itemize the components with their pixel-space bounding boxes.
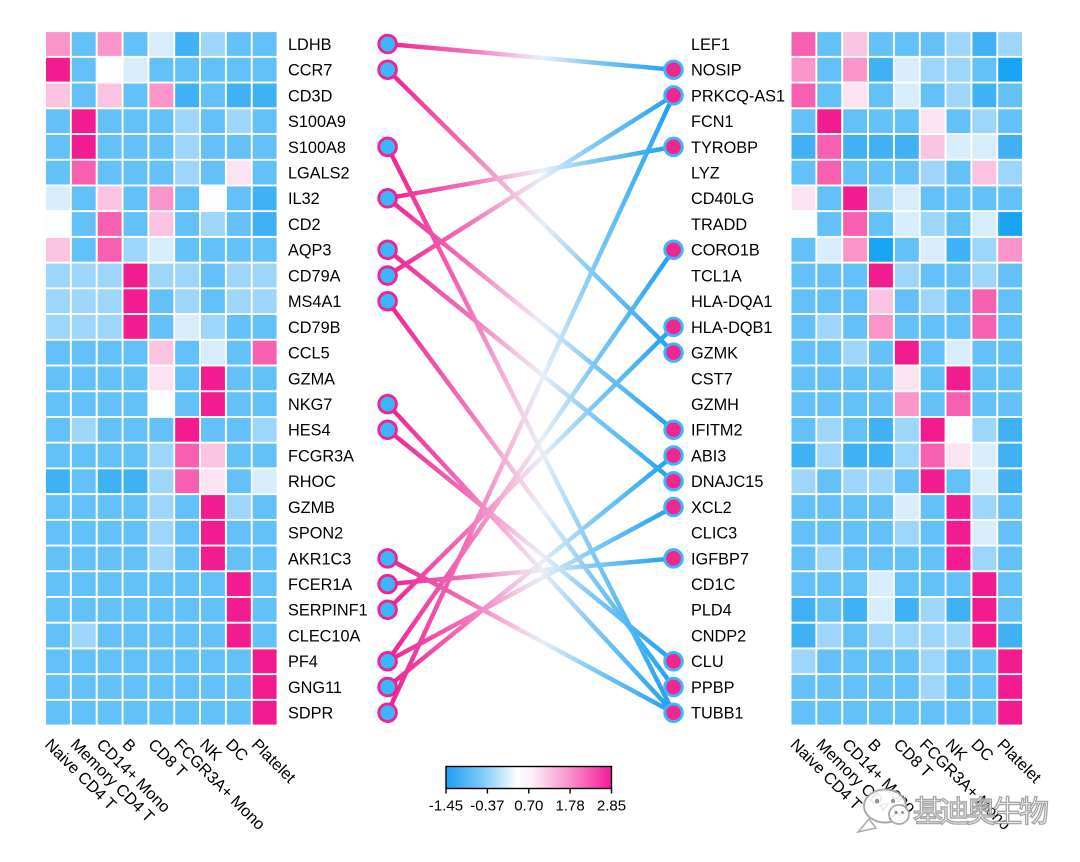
svg-text:RHOC: RHOC [288,473,336,491]
svg-text:-1.45: -1.45 [429,798,463,815]
svg-text:XCL2: XCL2 [691,499,732,517]
svg-text:PPBP: PPBP [691,679,734,697]
svg-text:GZMB: GZMB [288,499,335,517]
svg-text:IL32: IL32 [288,190,320,208]
svg-text:TCL1A: TCL1A [691,267,742,285]
svg-text:LDHB: LDHB [288,36,331,54]
svg-text:HLA-DQA1: HLA-DQA1 [691,293,772,311]
svg-text:CD40LG: CD40LG [691,190,754,208]
svg-text:S100A9: S100A9 [288,113,346,131]
svg-text:2.85: 2.85 [597,798,626,815]
svg-text:CD79A: CD79A [288,267,341,285]
svg-text:GZMH: GZMH [691,396,739,414]
svg-text:ABI3: ABI3 [691,447,726,465]
svg-text:CNDP2: CNDP2 [691,628,746,646]
svg-text:GZMA: GZMA [288,370,335,388]
svg-text:IGFBP7: IGFBP7 [691,550,749,568]
svg-text:PLD4: PLD4 [691,602,732,620]
svg-text:LEF1: LEF1 [691,36,730,54]
svg-text:GNG11: GNG11 [288,679,342,697]
svg-text:PF4: PF4 [288,653,318,671]
svg-text:HLA-DQB1: HLA-DQB1 [691,319,772,337]
svg-text:TRADD: TRADD [691,216,747,234]
svg-text:TYROBP: TYROBP [691,139,758,157]
svg-text:CD2: CD2 [288,216,321,234]
svg-text:CLEC10A: CLEC10A [288,628,361,646]
svg-text:SERPINF1: SERPINF1 [288,602,368,620]
svg-text:DNAJC15: DNAJC15 [691,473,763,491]
svg-text:S100A8: S100A8 [288,139,346,157]
svg-text:SDPR: SDPR [288,705,333,723]
svg-text:CD3D: CD3D [288,87,332,105]
svg-text:AQP3: AQP3 [288,242,331,260]
svg-text:CD79B: CD79B [288,319,341,337]
svg-text:MS4A1: MS4A1 [288,293,341,311]
svg-text:AKR1C3: AKR1C3 [288,550,351,568]
svg-text:GZMK: GZMK [691,345,738,363]
svg-text:CLIC3: CLIC3 [691,525,737,543]
svg-text:CCR7: CCR7 [288,62,332,80]
svg-text:LGALS2: LGALS2 [288,165,350,183]
svg-text:基迪奥生物: 基迪奥生物 [913,796,1048,829]
svg-text:-0.37: -0.37 [470,798,504,815]
svg-text:1.78: 1.78 [555,798,584,815]
svg-text:SPON2: SPON2 [288,525,343,543]
svg-text:NKG7: NKG7 [288,396,332,414]
svg-text:FCN1: FCN1 [691,113,734,131]
svg-text:NOSIP: NOSIP [691,62,742,80]
svg-text:IFITM2: IFITM2 [691,422,743,440]
svg-text:CCL5: CCL5 [288,345,330,363]
svg-text:TUBB1: TUBB1 [691,705,743,723]
svg-text:PRKCQ-AS1: PRKCQ-AS1 [691,87,785,105]
svg-text:LYZ: LYZ [691,165,720,183]
svg-text:0.70: 0.70 [514,798,543,815]
svg-text:CD1C: CD1C [691,576,736,594]
svg-text:CST7: CST7 [691,370,733,388]
svg-text:CLU: CLU [691,653,724,671]
svg-text:FCGR3A: FCGR3A [288,447,354,465]
svg-text:HES4: HES4 [288,422,331,440]
svg-text:FCER1A: FCER1A [288,576,352,594]
svg-text:CORO1B: CORO1B [691,242,760,260]
